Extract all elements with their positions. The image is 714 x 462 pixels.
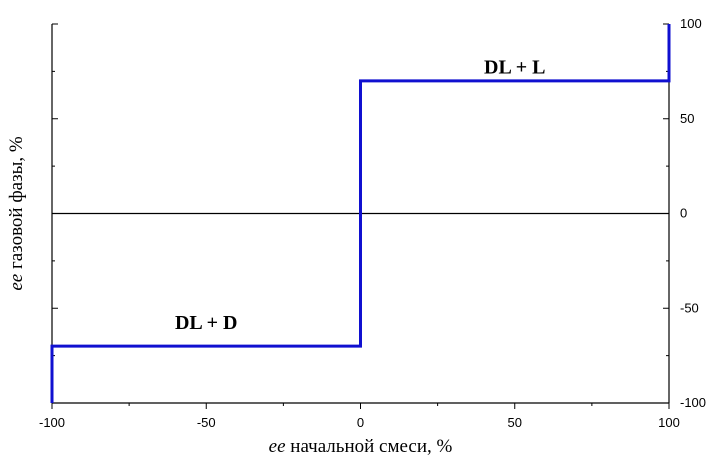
x-axis-title: ee начальной смеси, % bbox=[269, 436, 453, 457]
annotation-label: DL + L bbox=[484, 56, 545, 78]
y-tick-label: 0 bbox=[680, 206, 687, 221]
x-tick-label: 100 bbox=[658, 415, 680, 430]
y-axis-title-italic: ee bbox=[6, 274, 27, 291]
x-tick-label: 50 bbox=[508, 415, 522, 430]
y-tick-label: -50 bbox=[680, 300, 699, 315]
x-axis-title-italic: ee bbox=[269, 436, 286, 457]
x-tick-label: -100 bbox=[39, 415, 65, 430]
series-line bbox=[50, 24, 671, 403]
y-tick-label: -100 bbox=[680, 395, 706, 410]
y-tick-label: 100 bbox=[680, 16, 702, 31]
x-axis-title-rest: начальной смеси, % bbox=[286, 436, 453, 457]
y-tick-label: 50 bbox=[680, 111, 694, 126]
y-axis-title-rest: газовой фазы, % bbox=[6, 136, 27, 274]
x-tick-label: -50 bbox=[197, 415, 216, 430]
y-axis-title: ee газовой фазы, % bbox=[6, 136, 27, 291]
x-tick-label: 0 bbox=[357, 415, 364, 430]
annotation-label: DL + D bbox=[175, 312, 238, 334]
